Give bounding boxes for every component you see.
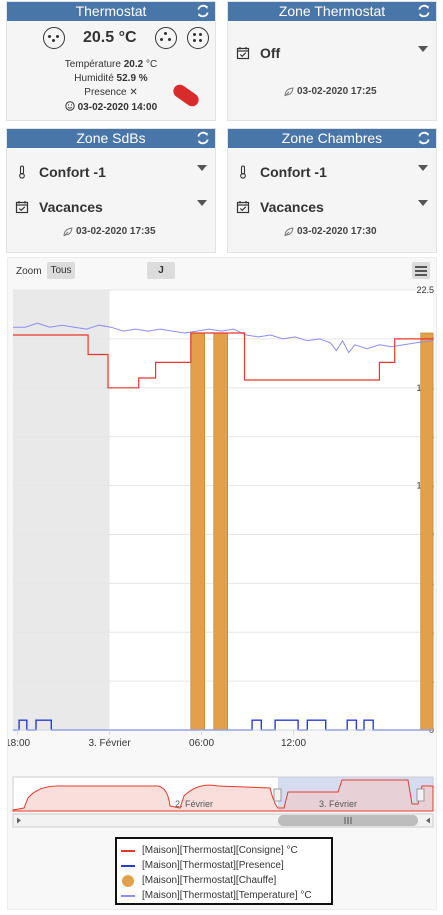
zone-sdbs-widget: Zone SdBs Confort -1 Vacances 03-02-2020…: [6, 128, 216, 253]
chevron-down-icon[interactable]: [197, 165, 207, 171]
legend-item-consigne[interactable]: [Maison][Thermostat][Consigne] °C: [121, 843, 331, 858]
chauffe-bar: [213, 332, 228, 731]
scroll-left-icon: [17, 817, 21, 824]
thermostat-temperature: 20.5 °C: [83, 29, 137, 46]
legend-swatch-temperature: [121, 894, 135, 897]
legend-swatch-chauffe: [122, 874, 134, 887]
legend-item-presence[interactable]: [Maison][Thermostat][Presence]: [121, 858, 331, 873]
presence-line: Presence ✕: [84, 87, 138, 98]
night-band: [13, 290, 110, 730]
chart-menu-button[interactable]: [412, 262, 430, 279]
zone-sdbs-mode: Confort -1: [39, 164, 106, 180]
humidity-line: Humidité 52.9 %: [74, 73, 148, 84]
thermostat-title: Thermostat: [75, 3, 147, 19]
temperature-line: Température 20.2 °C: [64, 59, 158, 70]
calendar-check-icon: [236, 201, 250, 214]
presence-status-icon: ✕: [129, 87, 138, 98]
measured-temperature: 20.2: [123, 59, 144, 70]
zone-chambres-schedule: Vacances: [260, 199, 324, 215]
smiley-icon: [65, 101, 75, 111]
zone-thermostat-mode-select[interactable]: Off: [236, 45, 280, 61]
zone-sdbs-title: Zone SdBs: [76, 130, 146, 146]
refresh-icon[interactable]: [417, 4, 431, 18]
zoom-all-button[interactable]: Tous: [47, 262, 75, 279]
thermometer-icon: [19, 165, 25, 179]
chevron-down-icon[interactable]: [418, 200, 428, 206]
navigator-label: 3. Février: [319, 799, 357, 809]
calendar-check-icon: [15, 201, 29, 214]
zone-chambres-widget: Zone Chambres Confort -1 Vacances 03-02-…: [227, 128, 437, 253]
chevron-down-icon[interactable]: [418, 46, 428, 52]
x-tick-label: 06:00: [189, 738, 214, 749]
zone-chambres-mode-select[interactable]: Confort -1: [236, 164, 327, 180]
zone-chambres-timestamp: 03-02-2020 17:30: [297, 226, 377, 237]
chevron-down-icon[interactable]: [197, 200, 207, 206]
thermostat-timestamp-line: 03-02-2020 14:00: [7, 101, 215, 113]
chart-canvas[interactable]: 02.557.51012.51517.52022.518:003. Févrie…: [8, 258, 436, 830]
leaf-icon: [284, 226, 294, 236]
zone-chambres-header: Zone Chambres: [228, 129, 436, 148]
scroll-right-icon: [426, 817, 430, 824]
calendar-check-icon: [236, 47, 250, 60]
legend-item-chauffe[interactable]: [Maison][Thermostat][Chauffe]: [121, 873, 331, 888]
y-tick-label: 22.5: [416, 285, 434, 295]
thermostat-controls: 20.5 °C: [43, 27, 209, 49]
zoom-label: Zoom: [16, 266, 42, 277]
zoom-day-button[interactable]: J: [147, 262, 175, 279]
zone-sdbs-mode-select[interactable]: Confort -1: [15, 164, 106, 180]
mode-comfort-icon[interactable]: [43, 27, 65, 49]
thermostat-timestamp: 03-02-2020 14:00: [77, 102, 158, 113]
zone-chambres-schedule-select[interactable]: Vacances: [236, 199, 324, 215]
navigator-handle-left: [273, 788, 282, 802]
chart-legend: [Maison][Thermostat][Consigne] °C [Maiso…: [115, 837, 333, 905]
zone-sdbs-timestamp: 03-02-2020 17:35: [76, 226, 156, 237]
chevron-down-icon[interactable]: [418, 165, 428, 171]
zone-chambres-mode: Confort -1: [260, 164, 327, 180]
chauffe-bar: [190, 332, 206, 731]
zone-thermostat-timestamp: 03-02-2020 17:25: [297, 86, 377, 97]
mode-eco-icon[interactable]: [154, 27, 177, 49]
legend-swatch-presence: [121, 864, 135, 867]
x-tick-label: 3. Février: [88, 738, 131, 749]
zone-thermostat-timestamp-line: 03-02-2020 17:25: [284, 86, 377, 97]
navigator-handle-right: [416, 788, 425, 802]
zone-sdbs-timestamp-line: 03-02-2020 17:35: [63, 226, 156, 237]
zone-thermostat-header: Zone Thermostat: [228, 2, 436, 21]
zone-chambres-timestamp-line: 03-02-2020 17:30: [284, 226, 377, 237]
x-tick-label: 18:00: [8, 738, 31, 749]
zone-sdbs-schedule-select[interactable]: Vacances: [15, 199, 103, 215]
thermometer-icon: [240, 165, 246, 179]
legend-swatch-consigne: [121, 849, 135, 852]
thermostat-widget: Thermostat 20.5 °C Température 20.2 °C H…: [6, 1, 216, 121]
zone-sdbs-header: Zone SdBs: [7, 129, 215, 148]
leaf-icon: [63, 226, 73, 236]
x-tick-label: 12:00: [281, 738, 306, 749]
legend-item-temperature[interactable]: [Maison][Thermostat][Temperature] °C: [121, 888, 331, 903]
history-chart: Zoom Tous J 02.557.51012.51517.52022.518…: [7, 257, 437, 910]
zone-sdbs-schedule: Vacances: [39, 199, 103, 215]
chauffe-bar: [420, 332, 434, 731]
consigne-line: [13, 332, 433, 389]
navigator-label: 2. Février: [175, 799, 213, 809]
refresh-icon[interactable]: [196, 4, 210, 18]
temperature-line: [13, 322, 434, 354]
zone-thermostat-widget: Zone Thermostat Off 03-02-2020 17:25: [227, 1, 437, 121]
thermostat-header: Thermostat: [7, 2, 215, 21]
zone-thermostat-title: Zone Thermostat: [278, 3, 386, 19]
refresh-icon[interactable]: [196, 131, 210, 145]
scrollbar-grip-icon: [344, 817, 352, 824]
zone-thermostat-mode: Off: [260, 45, 281, 61]
zone-chambres-title: Zone Chambres: [281, 130, 383, 146]
refresh-icon[interactable]: [417, 131, 431, 145]
humidity-value: 52.9 %: [116, 73, 148, 84]
leaf-icon: [284, 86, 294, 96]
mode-frost-icon[interactable]: [186, 27, 209, 49]
navigator-series: [12, 779, 434, 812]
